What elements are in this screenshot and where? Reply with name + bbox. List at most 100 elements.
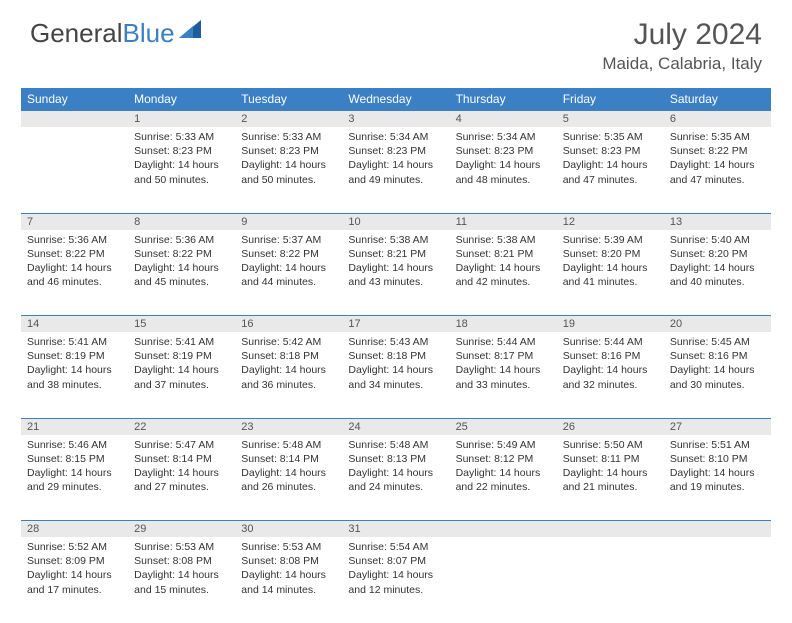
sunset-line: Sunset: 8:14 PM <box>241 452 336 466</box>
sunrise-line: Sunrise: 5:40 AM <box>670 233 765 247</box>
day-cell: Sunrise: 5:41 AMSunset: 8:19 PMDaylight:… <box>128 332 235 418</box>
day-number-cell <box>450 521 557 538</box>
sunrise-line: Sunrise: 5:36 AM <box>27 233 122 247</box>
sunrise-line: Sunrise: 5:38 AM <box>348 233 443 247</box>
sunset-line: Sunset: 8:21 PM <box>456 247 551 261</box>
day-cell: Sunrise: 5:34 AMSunset: 8:23 PMDaylight:… <box>342 127 449 213</box>
title-block: July 2024 Maida, Calabria, Italy <box>602 18 762 74</box>
sunset-line: Sunset: 8:20 PM <box>563 247 658 261</box>
day-number-cell: 4 <box>450 111 557 128</box>
sunset-line: Sunset: 8:23 PM <box>563 144 658 158</box>
logo-text: GeneralBlue <box>30 18 175 49</box>
daylight-line: Daylight: 14 hours and 30 minutes. <box>670 363 765 391</box>
sunset-line: Sunset: 8:20 PM <box>670 247 765 261</box>
sunrise-line: Sunrise: 5:50 AM <box>563 438 658 452</box>
sunset-line: Sunset: 8:22 PM <box>134 247 229 261</box>
sunrise-line: Sunrise: 5:44 AM <box>563 335 658 349</box>
sunrise-line: Sunrise: 5:48 AM <box>348 438 443 452</box>
day-body-row: Sunrise: 5:33 AM Sunset: 8:23 PM Daylight:… <box>21 127 771 213</box>
day-number-cell: 16 <box>235 316 342 333</box>
day-cell: Sunrise: 5:46 AMSunset: 8:15 PMDaylight:… <box>21 435 128 521</box>
day-cell: Sunrise: 5:45 AMSunset: 8:16 PMDaylight:… <box>664 332 771 418</box>
sunrise-line: Sunrise: 5:38 AM <box>456 233 551 247</box>
day-cell <box>664 537 771 623</box>
day-number-row: 123456 <box>21 111 771 128</box>
sunrise-line: Sunrise: 5:47 AM <box>134 438 229 452</box>
daylight-line: Daylight: 14 hours and 24 minutes. <box>348 466 443 494</box>
sunset-line: Sunset: 8:19 PM <box>27 349 122 363</box>
sunrise-line: Sunrise: 5:37 AM <box>241 233 336 247</box>
day-number-cell: 12 <box>557 213 664 230</box>
daylight-line: Daylight: 14 hours and 22 minutes. <box>456 466 551 494</box>
weekday-header: Monday <box>128 88 235 111</box>
sunset-line: Sunset: 8:09 PM <box>27 554 122 568</box>
day-number-cell: 28 <box>21 521 128 538</box>
daylight-line: Daylight: 14 hours and 17 minutes. <box>27 568 122 596</box>
page-title: July 2024 <box>602 18 762 52</box>
day-number-row: 78910111213 <box>21 213 771 230</box>
day-cell: Sunrise: 5:35 AMSunset: 8:23 PMDaylight:… <box>557 127 664 213</box>
day-cell: Sunrise: 5:40 AMSunset: 8:20 PMDaylight:… <box>664 230 771 316</box>
sunrise-line: Sunrise: 5:39 AM <box>563 233 658 247</box>
day-number-cell: 29 <box>128 521 235 538</box>
sunrise-line: Sunrise: 5:43 AM <box>348 335 443 349</box>
day-cell: Sunrise: 5:33 AMSunset: 8:23 PMDaylight:… <box>235 127 342 213</box>
sunset-line: Sunset: 8:23 PM <box>348 144 443 158</box>
weekday-header: Wednesday <box>342 88 449 111</box>
sunset-line: Sunset: 8:18 PM <box>348 349 443 363</box>
sunrise-line: Sunrise: 5:33 AM <box>134 130 229 144</box>
day-body-row: Sunrise: 5:46 AMSunset: 8:15 PMDaylight:… <box>21 435 771 521</box>
logo-triangle-icon <box>179 20 201 43</box>
day-cell <box>450 537 557 623</box>
sunset-line: Sunset: 8:12 PM <box>456 452 551 466</box>
day-number-cell: 2 <box>235 111 342 128</box>
weekday-header: Friday <box>557 88 664 111</box>
day-cell: Sunrise: 5:33 AMSunset: 8:23 PMDaylight:… <box>128 127 235 213</box>
day-number-cell: 18 <box>450 316 557 333</box>
daylight-line: Daylight: 14 hours and 15 minutes. <box>134 568 229 596</box>
sunrise-line: Sunrise: 5:53 AM <box>134 540 229 554</box>
day-body-row: Sunrise: 5:36 AMSunset: 8:22 PMDaylight:… <box>21 230 771 316</box>
daylight-line: Daylight: 14 hours and 50 minutes. <box>241 158 336 186</box>
day-cell: Sunrise: 5:52 AMSunset: 8:09 PMDaylight:… <box>21 537 128 623</box>
sunset-line: Sunset: 8:19 PM <box>134 349 229 363</box>
sunset-line: Sunset: 8:22 PM <box>27 247 122 261</box>
sunset-line: Sunset: 8:17 PM <box>456 349 551 363</box>
sunrise-line: Sunrise: 5:34 AM <box>456 130 551 144</box>
day-number-row: 21222324252627 <box>21 418 771 435</box>
day-cell: Sunrise: 5:34 AMSunset: 8:23 PMDaylight:… <box>450 127 557 213</box>
day-number-cell: 10 <box>342 213 449 230</box>
sunrise-line: Sunrise: 5:36 AM <box>134 233 229 247</box>
logo-text-blue: Blue <box>123 18 175 48</box>
sunset-line: Sunset: 8:23 PM <box>456 144 551 158</box>
logo: GeneralBlue <box>30 18 201 49</box>
day-cell: Sunrise: 5:41 AMSunset: 8:19 PMDaylight:… <box>21 332 128 418</box>
daylight-line: Daylight: 14 hours and 46 minutes. <box>27 261 122 289</box>
sunset-line: Sunset: 8:16 PM <box>670 349 765 363</box>
day-number-cell: 22 <box>128 418 235 435</box>
day-number-row: 14151617181920 <box>21 316 771 333</box>
day-number-cell: 7 <box>21 213 128 230</box>
sunset-line: Sunset: 8:07 PM <box>348 554 443 568</box>
day-cell: Sunrise: 5:44 AMSunset: 8:17 PMDaylight:… <box>450 332 557 418</box>
day-number-cell: 9 <box>235 213 342 230</box>
day-cell: Sunrise: 5:48 AMSunset: 8:14 PMDaylight:… <box>235 435 342 521</box>
day-number-cell: 25 <box>450 418 557 435</box>
weekday-header-row: SundayMondayTuesdayWednesdayThursdayFrid… <box>21 88 771 111</box>
day-number-cell: 21 <box>21 418 128 435</box>
day-cell: Sunrise: 5:44 AMSunset: 8:16 PMDaylight:… <box>557 332 664 418</box>
daylight-line: Daylight: 14 hours and 42 minutes. <box>456 261 551 289</box>
day-cell: Sunrise: 5:38 AMSunset: 8:21 PMDaylight:… <box>450 230 557 316</box>
sunset-line: Sunset: 8:18 PM <box>241 349 336 363</box>
daylight-line: Daylight: 14 hours and 45 minutes. <box>134 261 229 289</box>
day-cell: Sunrise: 5:51 AMSunset: 8:10 PMDaylight:… <box>664 435 771 521</box>
daylight-line: Daylight: 14 hours and 12 minutes. <box>348 568 443 596</box>
day-cell: Sunrise: 5:48 AMSunset: 8:13 PMDaylight:… <box>342 435 449 521</box>
location-subtitle: Maida, Calabria, Italy <box>602 54 762 74</box>
day-number-cell: 30 <box>235 521 342 538</box>
day-number-cell: 20 <box>664 316 771 333</box>
sunset-line: Sunset: 8:22 PM <box>670 144 765 158</box>
daylight-line: Daylight: 14 hours and 50 minutes. <box>134 158 229 186</box>
sunrise-line: Sunrise: 5:45 AM <box>670 335 765 349</box>
day-number-cell: 24 <box>342 418 449 435</box>
